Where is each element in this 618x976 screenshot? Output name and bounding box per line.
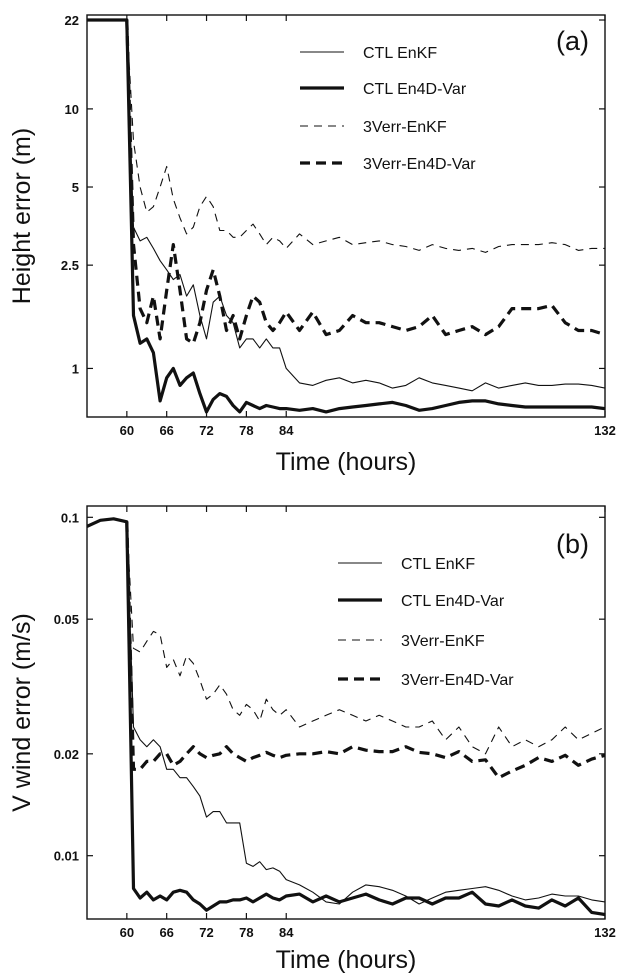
chart-panel-a: 60 66 72 78 84 132 1 2.5 5 10 22 Time (hours) Height… [8,13,616,476]
series-line [126,19,605,253]
x-tick-label: 84 [279,423,294,438]
legend-label: 3Verr-En4D-Var [363,156,476,173]
y-tick-label: 0.02 [54,747,79,762]
y-axis-title: V wind error (m/s) [8,613,36,812]
plot-frame [86,505,606,920]
x-tick-label: 72 [199,423,213,438]
x-tick-label: 78 [239,925,253,940]
legend-label: CTL EnKF [363,45,437,62]
series-line [125,19,605,345]
y-tick-label: 22 [65,13,79,28]
legend-label: CTL EnKF [401,556,475,573]
legend-label: 3Verr-EnKF [363,119,447,136]
x-tick-label: 78 [239,423,253,438]
series-line [87,19,605,392]
x-tick-label: 84 [279,925,294,940]
series-group [87,517,605,917]
y-tick-label: 0.1 [61,510,79,525]
y-tick-label: 5 [72,180,79,195]
series-line [125,521,605,780]
x-tick-label: 66 [159,423,173,438]
x-tick-label: 66 [159,925,173,940]
y-tick-label: 2.5 [61,258,79,273]
y-tick-label: 1 [72,361,79,376]
legend-label: 3Verr-EnKF [401,633,485,650]
y-tick-label: 0.01 [54,849,79,864]
y-tick-label: 0.05 [54,612,79,627]
x-tick-label: 60 [120,925,134,940]
x-axis-title: Time (hours) [276,946,417,974]
x-axis-title: Time (hours) [276,448,417,476]
x-tick-label: 132 [594,925,616,940]
series-line [87,517,605,917]
series-line [87,518,605,905]
series-group [87,18,605,414]
series-line [87,18,605,414]
panel-label: (b) [556,529,589,559]
x-tick-label: 72 [199,925,213,940]
x-tick-label: 60 [120,423,134,438]
chart-panel-b: 60 66 72 78 84 132 0.01 0.02 0.05 0.1 Time (hours)… [8,505,616,974]
series-line [126,521,605,755]
y-axis-title: Height error (m) [8,128,36,304]
legend-label: CTL En4D-Var [363,81,467,98]
plot-frame [86,14,606,418]
y-tick-label: 10 [65,102,79,117]
legend-label: 3Verr-En4D-Var [401,672,514,689]
legend-label: CTL En4D-Var [401,593,505,610]
x-tick-label: 132 [594,423,616,438]
panel-label: (a) [556,26,589,56]
